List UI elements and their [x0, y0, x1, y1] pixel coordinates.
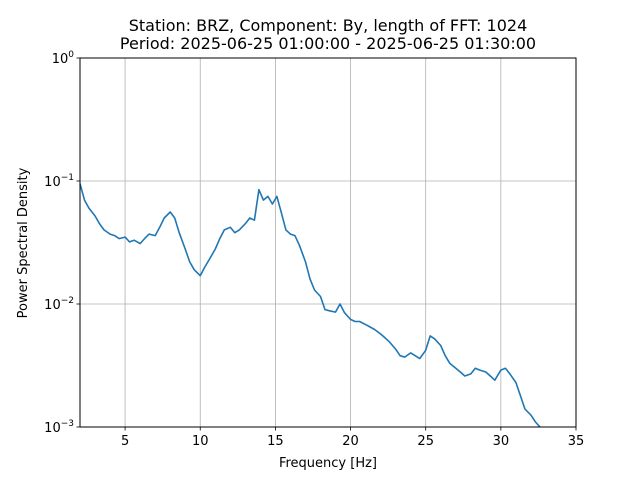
- y-tick-label-1: 10−1: [44, 173, 74, 190]
- x-tick-label-4: 25: [417, 434, 434, 449]
- y-tick-label-base-0: 10: [52, 52, 69, 67]
- x-tick-label-0: 5: [121, 434, 129, 449]
- x-tick-label-2: 15: [267, 434, 284, 449]
- chart-title-line1: Station: BRZ, Component: By, length of F…: [129, 16, 528, 35]
- y-tick-label-base-1: 10: [44, 175, 61, 190]
- series-line-0: [79, 183, 541, 428]
- y-tick-label-base-3: 10: [44, 421, 61, 436]
- y-tick-label-0: 100: [52, 50, 75, 67]
- x-tick-label-6: 35: [568, 434, 585, 449]
- y-tick-label-3: 10−3: [44, 419, 74, 436]
- y-tick-label-exp-0: 0: [68, 50, 74, 60]
- y-tick-label-base-2: 10: [44, 298, 61, 313]
- x-axis: 5 10 15 20 25 30 35: [121, 427, 584, 449]
- x-tick-label-1: 10: [192, 434, 209, 449]
- y-tick-label-exp-2: −2: [61, 296, 74, 306]
- x-tick-label-3: 20: [342, 434, 359, 449]
- x-tick-label-5: 30: [493, 434, 510, 449]
- x-axis-label: Frequency [Hz]: [279, 456, 377, 471]
- y-tick-label-2: 10−2: [44, 296, 74, 313]
- plot-frame: [79, 57, 577, 428]
- chart-title-line2: Period: 2025-06-25 01:00:00 - 2025-06-25…: [120, 34, 536, 53]
- data-series: [79, 183, 541, 428]
- y-tick-label-exp-1: −1: [61, 173, 74, 183]
- y-axis-label: Power Spectral Density: [16, 167, 31, 318]
- y-tick-label-exp-3: −3: [61, 419, 74, 429]
